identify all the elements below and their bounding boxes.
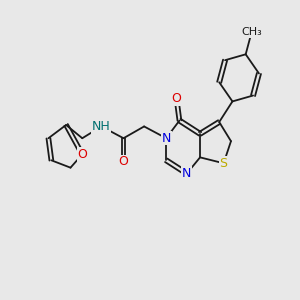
Text: N: N: [161, 132, 171, 145]
Text: N: N: [182, 167, 191, 180]
Text: CH₃: CH₃: [241, 27, 262, 37]
Text: S: S: [220, 157, 228, 170]
Text: O: O: [172, 92, 182, 105]
Text: NH: NH: [92, 120, 111, 133]
Text: O: O: [118, 155, 128, 168]
Text: O: O: [77, 148, 87, 161]
